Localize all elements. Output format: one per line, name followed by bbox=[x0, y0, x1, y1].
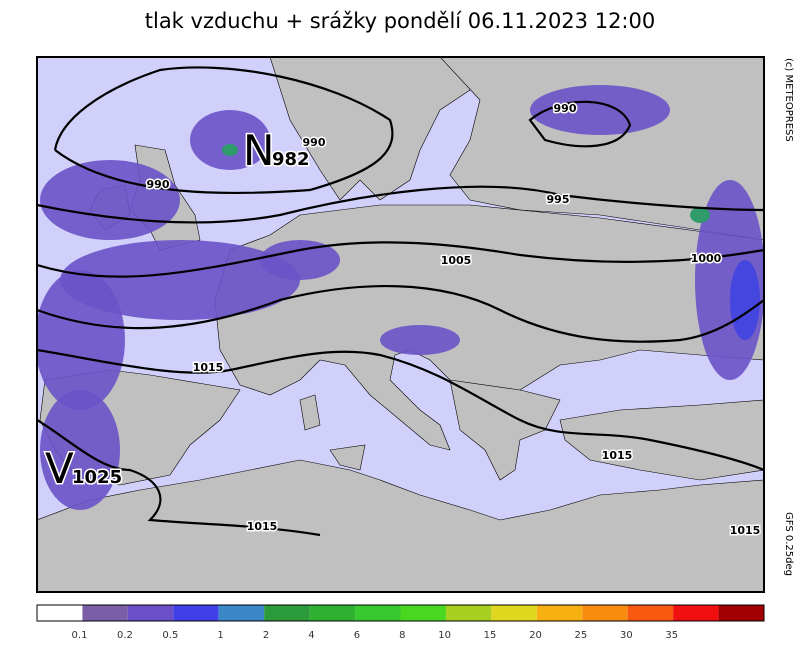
low-letter: N bbox=[243, 126, 274, 175]
legend-swatch bbox=[218, 605, 265, 621]
legend-swatch bbox=[309, 605, 356, 621]
isobar-label: 990 bbox=[554, 102, 577, 115]
legend: 0.1 0.2 0.5 1 2 4 6 8 10 15 20 25 30 35 bbox=[36, 604, 765, 641]
legend-swatch bbox=[127, 605, 174, 621]
legend-swatch bbox=[491, 605, 537, 621]
high-value: 1025 bbox=[72, 467, 122, 488]
legend-swatch bbox=[82, 605, 128, 621]
pressure-centers: N 982 V 1025 bbox=[44, 125, 312, 495]
precipitation bbox=[37, 85, 764, 510]
italy-islands bbox=[299, 394, 366, 471]
high-letter: V bbox=[45, 444, 74, 493]
isobar-label: 1015 bbox=[193, 361, 224, 374]
europe bbox=[214, 204, 764, 451]
legend-label: 4 bbox=[308, 630, 314, 641]
isobar-label: 990 bbox=[303, 136, 326, 149]
legend-label: 35 bbox=[665, 630, 678, 641]
low-value: 982 bbox=[272, 149, 310, 170]
isobar-label: 995 bbox=[547, 193, 570, 206]
isobar-label: 1015 bbox=[247, 520, 278, 533]
turkey bbox=[559, 399, 764, 481]
legend-label: 15 bbox=[484, 630, 497, 641]
legend-label: 20 bbox=[529, 630, 542, 641]
isobar-labels: 990 990 990 995 1005 1000 1015 1015 1015… bbox=[145, 101, 762, 539]
legend-frame bbox=[36, 604, 765, 622]
credit-bottom: GFS 0.25deg bbox=[783, 512, 794, 576]
legend-swatch bbox=[445, 605, 492, 621]
isobar-label: 1005 bbox=[441, 254, 472, 267]
balkans bbox=[449, 379, 561, 481]
legend-swatch bbox=[173, 605, 219, 621]
isobar-label: 1000 bbox=[691, 252, 722, 265]
legend-label: 0.2 bbox=[117, 630, 133, 641]
legend-label: 10 bbox=[438, 630, 451, 641]
legend-label: 30 bbox=[620, 630, 633, 641]
legend-swatch bbox=[582, 605, 628, 621]
isobars bbox=[37, 66, 764, 537]
map-frame bbox=[36, 56, 765, 593]
legend-swatch bbox=[627, 605, 674, 621]
legend-swatch bbox=[536, 605, 583, 621]
legend-label: 8 bbox=[399, 630, 405, 641]
title: tlak vzduchu + srážky pondělí 06.11.2023… bbox=[145, 9, 655, 33]
legend-label: 0.1 bbox=[72, 630, 88, 641]
legend-label: 0.5 bbox=[162, 630, 178, 641]
isobar-label: 990 bbox=[147, 178, 170, 191]
legend-label: 25 bbox=[575, 630, 588, 641]
legend-swatch bbox=[264, 605, 310, 621]
map: 990 990 990 995 1005 1000 1015 1015 1015… bbox=[36, 56, 765, 593]
legend-swatch bbox=[673, 605, 719, 621]
africa bbox=[37, 459, 764, 592]
isobar-label: 1015 bbox=[730, 524, 761, 537]
legend-swatch bbox=[37, 605, 83, 621]
credit-top: (c) METEOPRESS bbox=[783, 58, 794, 142]
legend-swatch bbox=[718, 605, 764, 621]
legend-label: 1 bbox=[217, 630, 223, 641]
isobar-label: 1015 bbox=[602, 449, 633, 462]
legend-swatch bbox=[400, 605, 446, 621]
legend-label: 6 bbox=[354, 630, 360, 641]
legend-label: 2 bbox=[263, 630, 269, 641]
legend-swatch bbox=[355, 605, 401, 621]
